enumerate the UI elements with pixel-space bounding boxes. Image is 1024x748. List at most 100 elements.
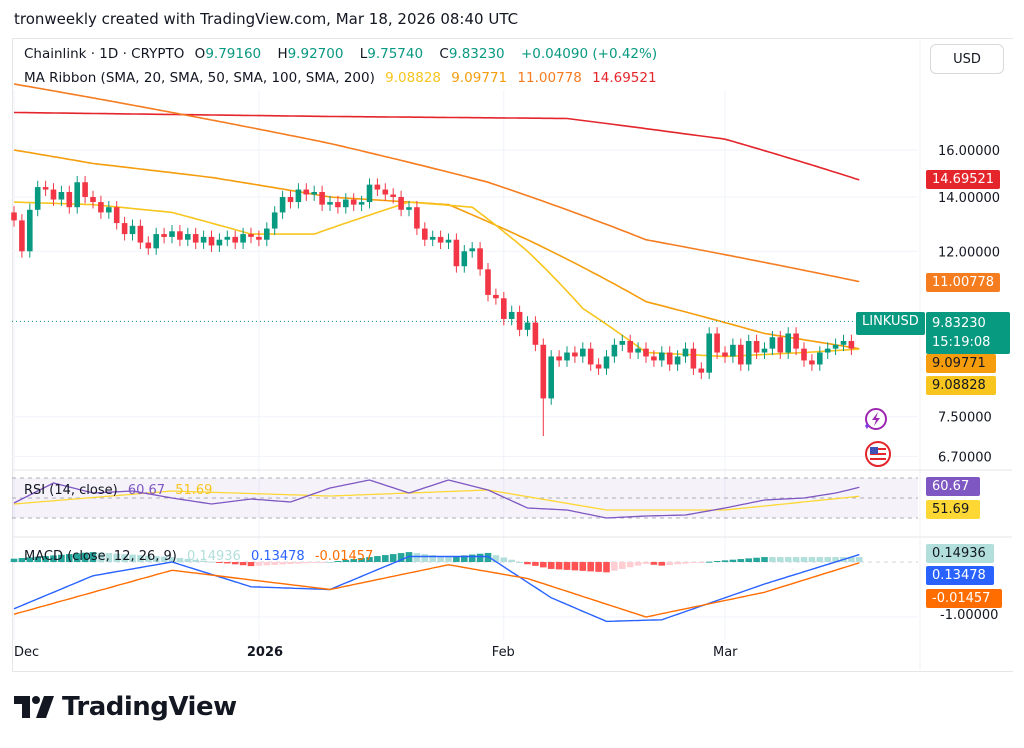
macd-legend[interactable]: MACD (close, 12, 26, 9) 0.14936 0.13478 … <box>24 549 379 564</box>
candle-body <box>11 212 17 221</box>
candle-body <box>82 182 88 198</box>
macd-histogram-bar <box>437 556 444 562</box>
macd-histogram-bar <box>334 561 342 563</box>
macd-histogram-bar <box>674 562 681 565</box>
macd-line <box>13 553 860 623</box>
candle-body <box>422 228 428 240</box>
macd-histogram-bar <box>279 562 286 565</box>
candle-body <box>635 348 641 353</box>
macd-histogram-bar <box>468 554 476 562</box>
us-flag-icon[interactable] <box>864 440 892 468</box>
symbol-title: Chainlink · 1D · CRYPTO <box>24 46 185 62</box>
macd-histogram-bar <box>524 562 531 565</box>
candle-body <box>564 352 570 361</box>
symbol-legend[interactable]: Chainlink · 1D · CRYPTO O9.79160 H9.9270… <box>24 46 663 62</box>
candle-body <box>398 197 404 210</box>
candle-body <box>817 352 823 365</box>
candle-body <box>169 231 175 237</box>
macd-histogram-bar <box>595 562 602 572</box>
candle-body <box>343 199 349 208</box>
macd-histogram-bar <box>555 562 563 570</box>
macd-histogram-bar <box>50 555 57 562</box>
candle-body <box>66 192 73 208</box>
ma-ribbon-legend[interactable]: MA Ribbon (SMA, 20, SMA, 50, SMA, 100, S… <box>24 70 663 86</box>
sma50-price-tag: 9.09771 <box>926 354 996 373</box>
macd-histogram-bar <box>784 557 792 562</box>
candle-body <box>793 333 799 349</box>
macd-histogram-bar <box>745 558 752 562</box>
candle-body <box>319 192 325 205</box>
macd-histogram-bar <box>81 552 89 562</box>
bar-countdown: 15:19:08 <box>932 335 991 350</box>
candle-body <box>390 194 396 198</box>
candle-body <box>382 189 389 195</box>
candle-body <box>406 207 412 210</box>
candle-body <box>271 212 278 229</box>
candle-body <box>690 348 697 369</box>
candle-body <box>145 242 152 249</box>
candle-body <box>232 236 238 243</box>
candle-body <box>572 352 578 357</box>
candle-body <box>208 236 215 246</box>
price-axis-tick: 16.00000 <box>938 144 1000 159</box>
candle-body <box>366 184 373 203</box>
lightning-icon[interactable] <box>860 406 888 434</box>
macd-histogram-bar <box>97 552 105 562</box>
macd-histogram-bar <box>192 559 199 562</box>
macd-histogram-bar <box>619 562 626 569</box>
rsi-ma-value: 51.69 <box>175 483 213 498</box>
ma-ribbon-title: MA Ribbon (SMA, 20, SMA, 50, SMA, 100, S… <box>24 70 375 86</box>
macd-histogram-bar <box>113 553 120 562</box>
macd-histogram-bar <box>239 562 247 566</box>
candle-body <box>824 348 831 353</box>
candle-body <box>177 231 183 240</box>
macd-histogram-bar <box>176 557 184 562</box>
macd-histogram-bar <box>216 562 223 563</box>
candle-body <box>540 344 547 399</box>
macd-histogram-bar <box>42 556 49 562</box>
macd-histogram-bar <box>326 562 334 563</box>
macd-histogram-bar <box>121 554 128 562</box>
macd-histogram-bar <box>540 562 547 568</box>
candle-body <box>303 189 310 195</box>
candle-body <box>98 202 104 213</box>
candle-body <box>42 187 49 190</box>
open-value: 9.79160 <box>205 46 262 62</box>
macd-title: MACD (close, 12, 26, 9) <box>24 549 177 564</box>
macd-histogram-bar <box>397 553 405 562</box>
candle-body <box>453 239 460 267</box>
macd-histogram-bar <box>516 562 523 563</box>
candle-body <box>74 182 80 208</box>
sma100-price-tag: 11.00778 <box>926 273 1001 292</box>
candle-body <box>248 234 254 237</box>
candle-body <box>279 197 286 213</box>
macd-histogram-bar <box>374 556 381 562</box>
candle-body <box>493 294 499 299</box>
macd-histogram-bar <box>429 555 436 562</box>
macd-histogram-bar <box>137 555 144 562</box>
macd-histogram-bar <box>34 556 41 562</box>
macd-histogram-bar <box>184 558 192 562</box>
macd-histogram-bar <box>26 557 34 562</box>
change-value: +0.04090 (+0.42%) <box>520 46 658 62</box>
macd-histogram-bar <box>705 561 713 563</box>
macd-histogram-bar <box>152 556 160 562</box>
macd-value: 0.13478 <box>250 549 305 564</box>
rsi-legend[interactable]: RSI (14, close) 60.67 51.69 <box>24 483 218 498</box>
macd-histogram-bar <box>18 558 26 562</box>
candle-body <box>698 368 705 373</box>
candle-body <box>682 348 689 357</box>
macd-histogram-bar <box>508 559 515 562</box>
macd-histogram-bar <box>634 562 642 566</box>
time-axis-tick: 2026 <box>247 645 283 660</box>
candle-body <box>129 225 136 235</box>
macd-histogram-bar <box>66 554 73 562</box>
candle-body <box>240 234 246 243</box>
macd-histogram-bar <box>611 562 618 571</box>
price-axis-tick: 14.00000 <box>938 191 1000 206</box>
currency-button[interactable]: USD <box>930 44 1004 74</box>
macd-histogram-bar <box>666 562 673 565</box>
price-axis-tick: 7.50000 <box>938 411 992 426</box>
low-value: 9.75740 <box>367 46 424 62</box>
